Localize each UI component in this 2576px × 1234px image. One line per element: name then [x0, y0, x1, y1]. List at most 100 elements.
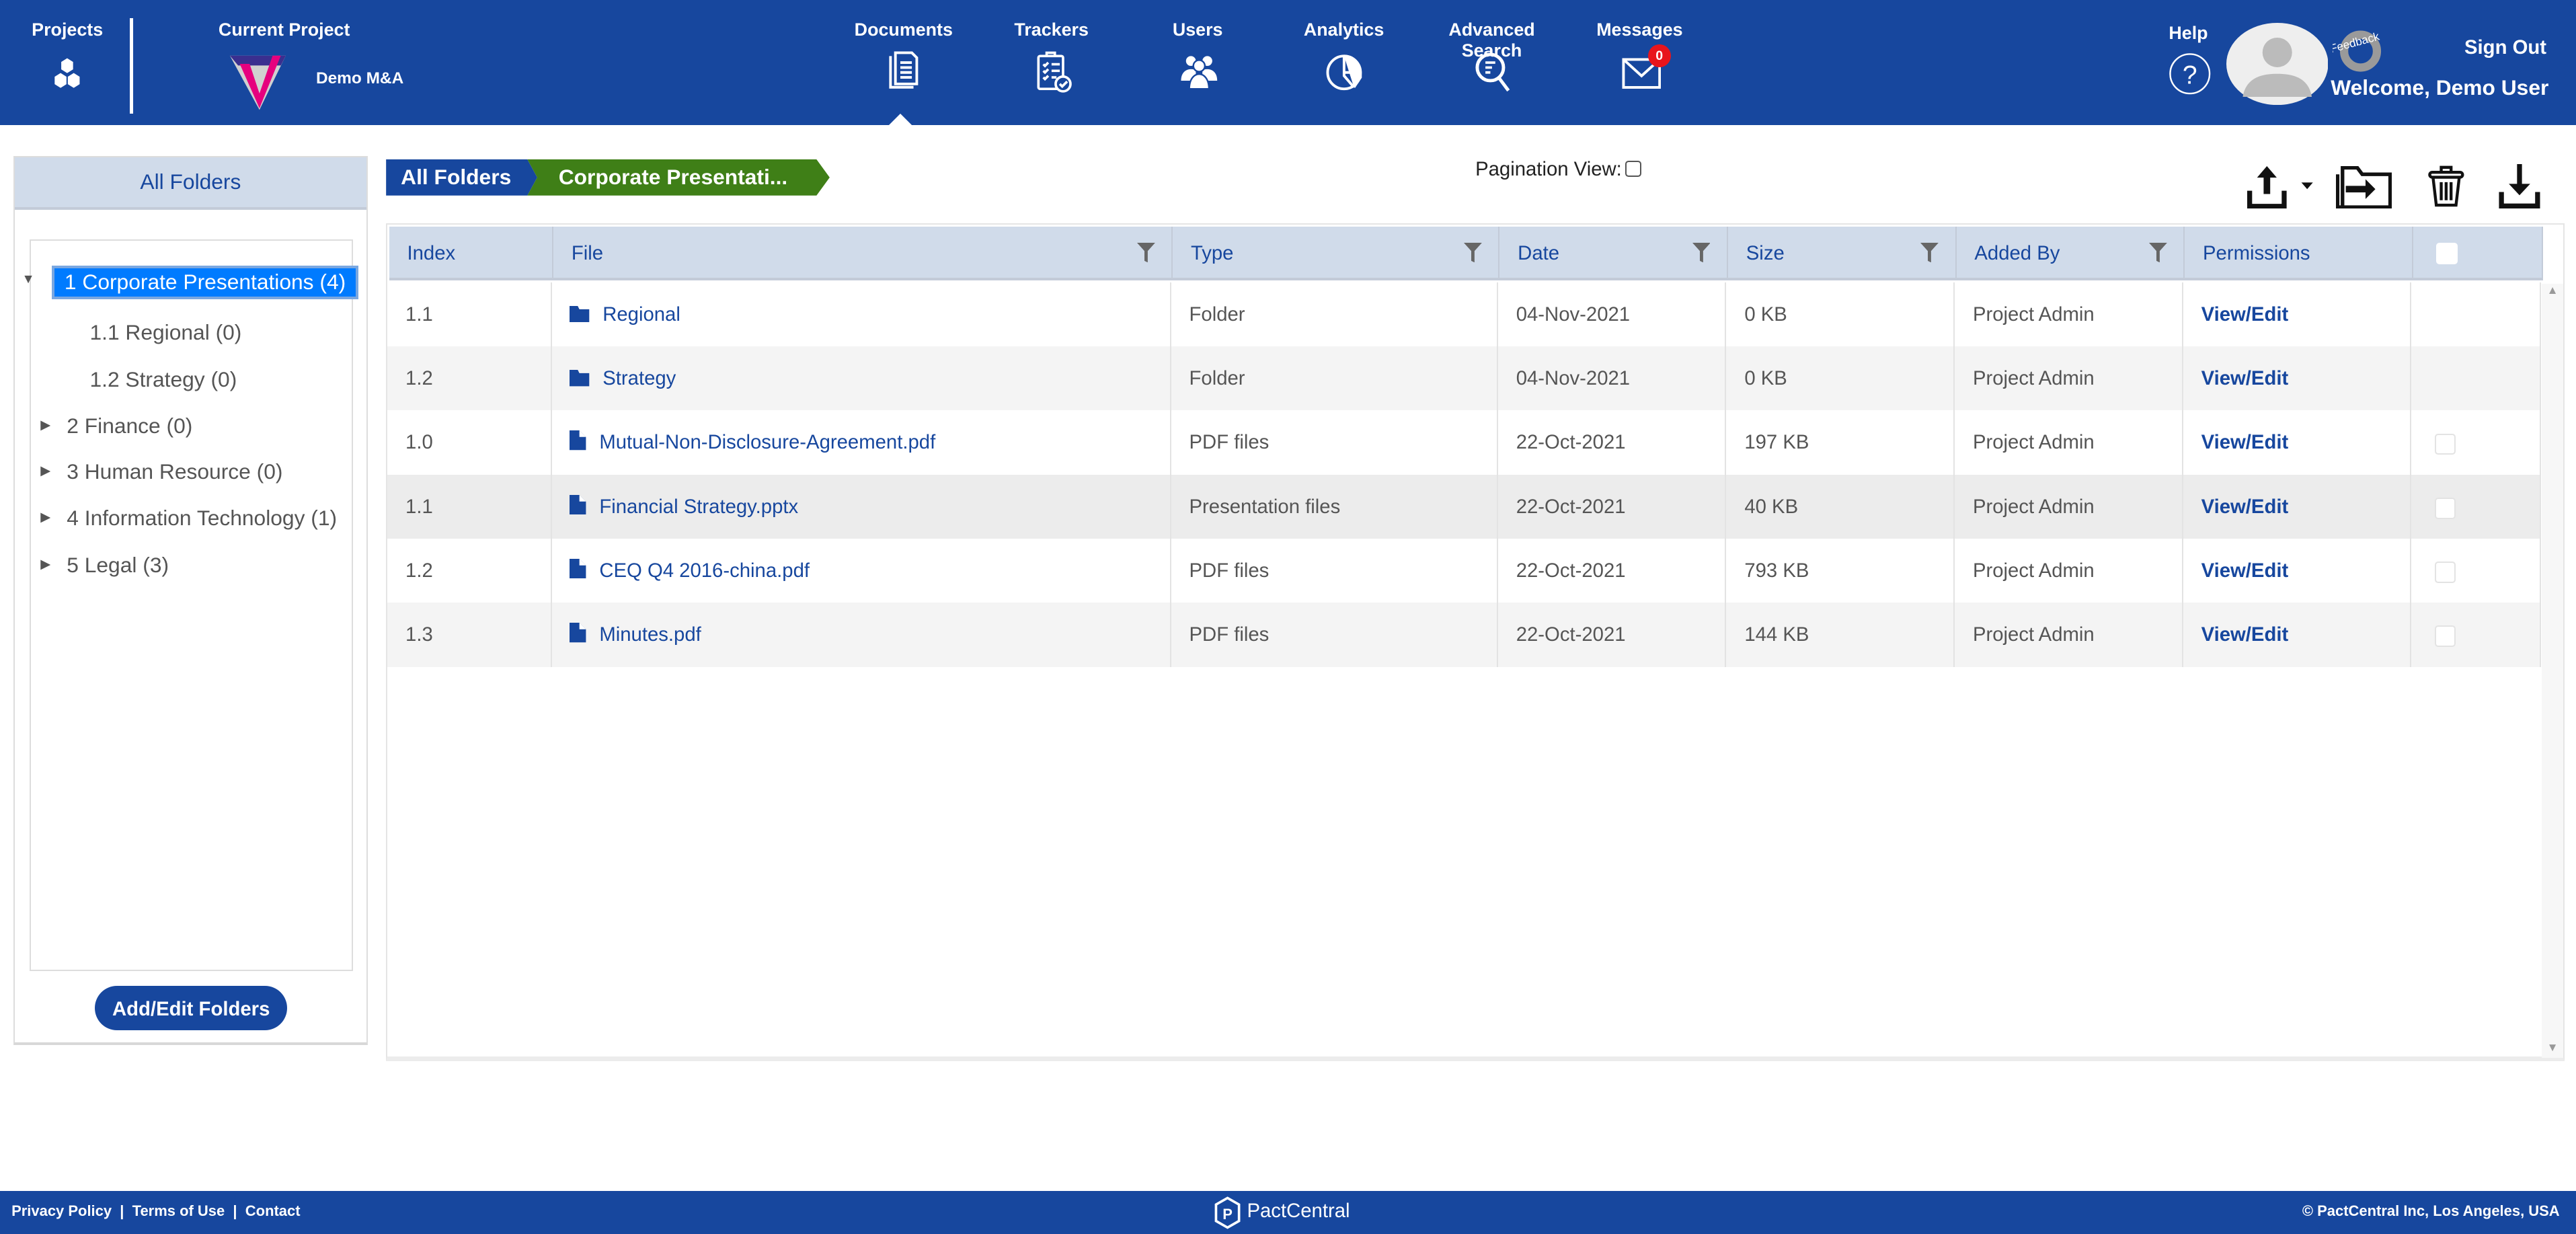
sign-out-link[interactable]: Sign Out: [2464, 36, 2547, 59]
help-icon[interactable]: ?: [2169, 52, 2212, 95]
pagination-view-checkbox[interactable]: [1625, 160, 1642, 177]
filter-icon[interactable]: [1463, 243, 1482, 263]
terms-of-use-link[interactable]: Terms of Use: [132, 1202, 225, 1220]
projects-cubes-icon[interactable]: [49, 56, 85, 95]
row-checkbox[interactable]: [2434, 562, 2456, 583]
filter-icon[interactable]: [1920, 243, 1939, 263]
nav-trackers[interactable]: Trackers: [978, 0, 1126, 125]
caret-right-icon[interactable]: ▶: [40, 417, 51, 432]
column-header-permissions[interactable]: Permissions: [2185, 226, 2413, 281]
upload-icon[interactable]: [2247, 165, 2314, 209]
table-row[interactable]: 1.1 Regional Folder 04-Nov-2021 0 KB Project …: [387, 282, 2542, 347]
caret-right-icon[interactable]: ▶: [40, 463, 51, 479]
tree-item-corporate-presentations[interactable]: ▼ 1 Corporate Presentations (4): [22, 265, 358, 299]
trash-icon[interactable]: [2428, 164, 2464, 207]
column-header-type[interactable]: Type: [1173, 226, 1500, 281]
project-logo[interactable]: [227, 49, 289, 112]
tree-item-legal[interactable]: ▶ 5 Legal (3): [40, 553, 169, 578]
scroll-up-icon[interactable]: ▲: [2546, 284, 2559, 297]
move-to-folder-icon[interactable]: [2336, 165, 2392, 209]
nav-label: Documents: [854, 20, 953, 40]
table-cell: Minutes.pdf: [552, 603, 1171, 667]
nav-advanced-search[interactable]: Advanced Search: [1418, 0, 1566, 125]
table-row[interactable]: 1.0 Mutual-Non-Disclosure-Agreement.pdf PD…: [387, 410, 2542, 475]
avatar[interactable]: [2226, 23, 2329, 106]
table-cell: PDF files: [1171, 603, 1498, 667]
welcome-text: Welcome, Demo User: [2331, 75, 2549, 100]
download-icon[interactable]: [2497, 164, 2543, 209]
nav-label: Analytics: [1303, 20, 1384, 40]
nav-analytics[interactable]: Analytics: [1270, 0, 1418, 125]
tree-item-information-technology[interactable]: ▶ 4 Information Technology (1): [40, 506, 337, 531]
nav-messages[interactable]: Messages 0: [1565, 0, 1713, 125]
table-cell: Project Admin: [1955, 538, 2183, 603]
table-cell: View/Edit: [2183, 474, 2412, 539]
add-edit-folders-button[interactable]: Add/Edit Folders: [95, 985, 288, 1030]
row-added-by: Project Admin: [1972, 367, 2095, 390]
privacy-policy-link[interactable]: Privacy Policy: [11, 1202, 112, 1220]
permissions-link[interactable]: View/Edit: [2201, 623, 2289, 646]
caret-right-icon[interactable]: ▶: [40, 509, 51, 525]
row-index: 1.2: [405, 559, 433, 582]
table-cell: View/Edit: [2183, 346, 2412, 411]
file-link[interactable]: Financial Strategy.pptx: [570, 494, 798, 518]
permissions-link[interactable]: View/Edit: [2201, 303, 2289, 325]
column-header-added-by[interactable]: Added By: [1956, 226, 2185, 281]
table-cell: 04-Nov-2021: [1498, 346, 1727, 411]
table-row[interactable]: 1.2 Strategy Folder 04-Nov-2021 0 KB Project …: [387, 346, 2542, 411]
nav-documents[interactable]: Documents: [830, 0, 978, 125]
row-type: Folder: [1189, 367, 1245, 390]
file-link[interactable]: Minutes.pdf: [570, 623, 701, 646]
table-row[interactable]: 1.2 CEQ Q4 2016-china.pdf PDF files 22-Oct-…: [387, 538, 2542, 603]
table-cell: Project Admin: [1955, 282, 2183, 347]
table-cell: Folder: [1171, 282, 1498, 347]
tree-item-strategy[interactable]: 1.2 Strategy (0): [89, 367, 237, 392]
feedback-icon[interactable]: Feedback: [2333, 25, 2385, 74]
file-link[interactable]: CEQ Q4 2016-china.pdf: [570, 559, 810, 582]
row-checkbox[interactable]: [2434, 497, 2456, 519]
table-row[interactable]: 1.3 Minutes.pdf PDF files 22-Oct-2021 144 KB…: [387, 603, 2542, 667]
column-header-date[interactable]: Date: [1499, 226, 1728, 281]
breadcrumb-all-folders[interactable]: All Folders: [386, 159, 537, 196]
permissions-link[interactable]: View/Edit: [2201, 495, 2289, 518]
file-link[interactable]: Regional: [570, 303, 680, 325]
row-checkbox[interactable]: [2434, 433, 2456, 455]
tree-item-human-resource[interactable]: ▶ 3 Human Resource (0): [40, 459, 282, 484]
sidebar-title[interactable]: All Folders: [14, 157, 367, 210]
filter-icon[interactable]: [1692, 243, 1711, 263]
caret-right-icon[interactable]: ▶: [40, 557, 51, 572]
nav-users[interactable]: Users: [1124, 0, 1272, 125]
column-header-file[interactable]: File: [553, 226, 1173, 281]
row-checkbox[interactable]: [2434, 625, 2456, 648]
caret-down-icon[interactable]: ▼: [22, 271, 35, 286]
permissions-link[interactable]: View/Edit: [2201, 431, 2289, 454]
table-cell: 1.1: [387, 474, 552, 539]
breadcrumb-current-folder[interactable]: Corporate Presentati...: [527, 159, 830, 196]
scroll-down-icon[interactable]: ▼: [2546, 1041, 2559, 1054]
projects-label[interactable]: Projects: [32, 20, 104, 40]
file-link[interactable]: Strategy: [570, 367, 676, 389]
column-header-index[interactable]: Index: [389, 226, 553, 281]
select-all-checkbox[interactable]: [2435, 243, 2458, 264]
nav-label: Trackers: [1014, 20, 1089, 40]
permissions-link[interactable]: View/Edit: [2201, 559, 2289, 582]
filter-icon[interactable]: [2148, 243, 2167, 263]
column-header-size[interactable]: Size: [1727, 226, 1957, 281]
column-label: Added By: [1974, 241, 2060, 264]
tree-item-regional[interactable]: 1.1 Regional (0): [89, 320, 241, 345]
table-row[interactable]: 1.1 Financial Strategy.pptx Presentation f…: [387, 474, 2542, 539]
table-cell: 22-Oct-2021: [1498, 538, 1727, 603]
table-scrollbar[interactable]: ▲ ▼: [2542, 284, 2563, 1058]
table-cell: Presentation files: [1171, 474, 1498, 539]
filter-icon[interactable]: [1136, 243, 1155, 263]
file-link[interactable]: Mutual-Non-Disclosure-Agreement.pdf: [570, 430, 935, 453]
pagination-view-toggle[interactable]: Pagination View:: [1475, 158, 1642, 181]
table-cell: PDF files: [1171, 538, 1498, 603]
table-cell: View/Edit: [2183, 538, 2412, 603]
row-index: 1.2: [405, 367, 433, 390]
contact-link[interactable]: Contact: [245, 1202, 301, 1220]
tree-item-finance[interactable]: ▶ 2 Finance (0): [40, 414, 192, 438]
row-date: 22-Oct-2021: [1516, 559, 1626, 582]
permissions-link[interactable]: View/Edit: [2201, 367, 2289, 390]
project-name[interactable]: Demo M&A: [315, 69, 404, 87]
